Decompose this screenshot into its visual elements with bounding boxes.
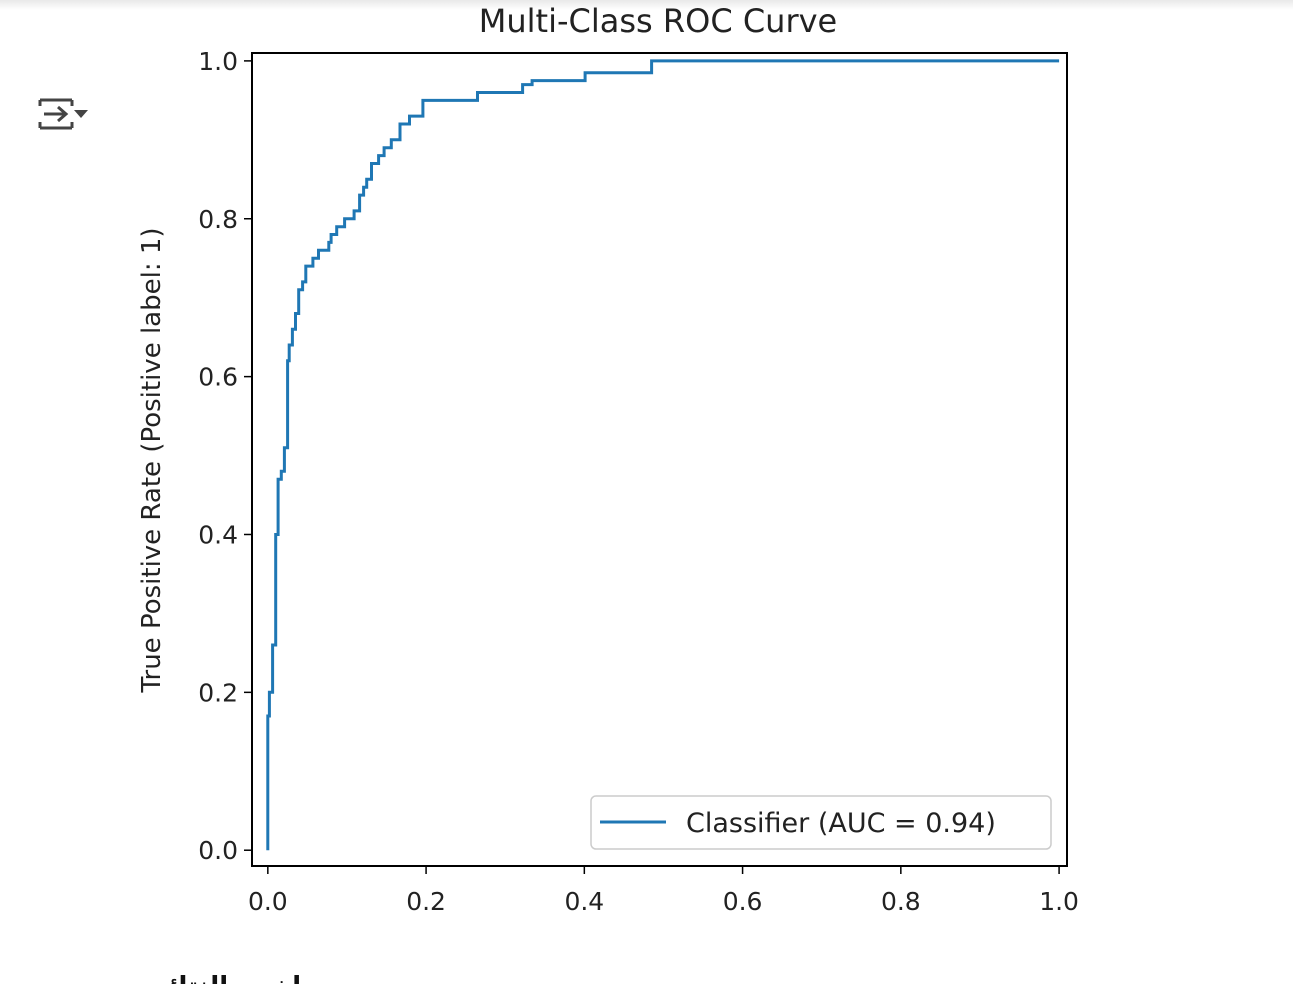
output-toggle-button[interactable] bbox=[36, 94, 90, 134]
bottom-text-clip: ملخص النتائج bbox=[0, 940, 1293, 984]
output-collapse-icon bbox=[38, 98, 88, 130]
x-tick-label: 0.4 bbox=[564, 887, 604, 916]
y-tick-label: 0.0 bbox=[198, 836, 238, 865]
x-tick-label: 1.0 bbox=[1039, 887, 1079, 916]
legend-entry: Classifier (AUC = 0.94) bbox=[686, 808, 996, 839]
roc-chart: Multi-Class ROC Curve True Positive Rate… bbox=[137, 2, 1079, 916]
y-tick-label: 0.8 bbox=[198, 205, 238, 234]
legend-box bbox=[590, 795, 1052, 850]
roc-curve-line bbox=[266, 59, 1060, 851]
y-tick-label: 0.6 bbox=[198, 363, 238, 392]
y-tick-label: 1.0 bbox=[198, 47, 238, 76]
chart-title: Multi-Class ROC Curve bbox=[479, 2, 837, 40]
bottom-heading: ملخص النتائج bbox=[150, 972, 318, 984]
y-axis-label: True Positive Rate (Positive label: 1) bbox=[137, 227, 167, 693]
x-tick-label: 0.2 bbox=[406, 887, 446, 916]
x-tick-label: 0.8 bbox=[881, 887, 921, 916]
legend: Classifier (AUC = 0.94) bbox=[590, 795, 1052, 850]
cell-separator bbox=[0, 0, 1293, 10]
x-tick-label: 0.0 bbox=[248, 887, 288, 916]
x-tick-label: 0.6 bbox=[723, 887, 763, 916]
y-tick-label: 0.4 bbox=[198, 520, 238, 549]
y-tick-label: 0.2 bbox=[198, 678, 238, 707]
plot-frame bbox=[251, 52, 1068, 867]
